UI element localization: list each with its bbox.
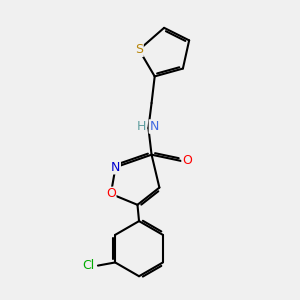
Text: H: H — [137, 120, 146, 133]
Text: N: N — [111, 161, 120, 174]
Text: Cl: Cl — [82, 259, 95, 272]
Text: S: S — [135, 43, 143, 56]
Text: O: O — [182, 154, 192, 167]
Text: N: N — [149, 120, 159, 133]
Text: O: O — [106, 188, 116, 200]
